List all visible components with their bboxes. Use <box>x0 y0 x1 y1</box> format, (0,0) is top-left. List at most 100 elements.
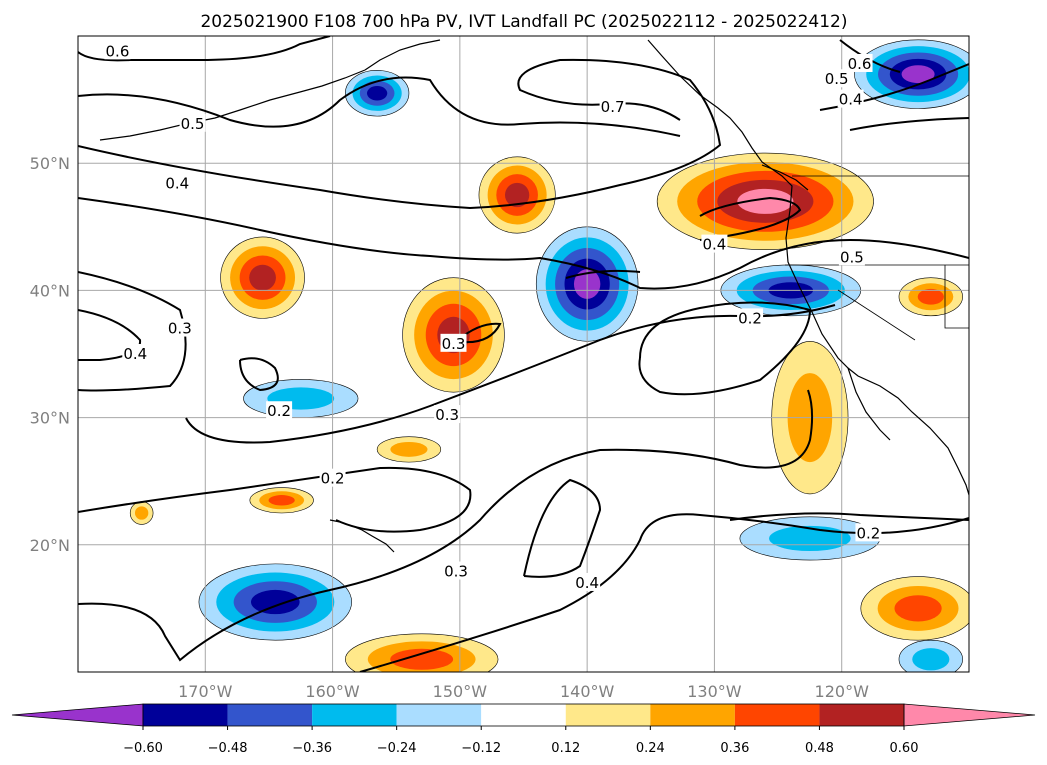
contour-label: 0.5 <box>181 115 205 133</box>
contour-label-background <box>266 401 293 420</box>
contour-label: 0.4 <box>702 236 726 254</box>
x-tick-label: 170°W <box>178 682 233 701</box>
contour-label-layer: 0.60.70.50.40.60.50.40.40.50.20.30.40.30… <box>104 41 882 592</box>
contour-line <box>457 322 502 344</box>
colorbar-tick-label: 0.24 <box>636 741 665 756</box>
y-tick-label: 30°N <box>30 409 70 428</box>
anomaly-fill-ring <box>912 648 950 671</box>
contour-label-background <box>166 318 193 337</box>
contour-label: 0.5 <box>825 70 849 88</box>
contour-line <box>78 271 187 392</box>
chart-title: 2025021900 F108 700 hPa PV, IVT Landfall… <box>200 12 847 32</box>
colorbar-extend-high <box>903 703 1036 727</box>
state-borders <box>785 264 969 341</box>
contour-label-background <box>574 572 601 591</box>
contour-line <box>849 117 969 131</box>
contour-label-background <box>443 561 470 580</box>
colorbar-segment <box>481 704 566 726</box>
x-tick-label: 120°W <box>815 682 870 701</box>
colorbar-segment <box>227 704 313 726</box>
contour-line <box>78 36 331 62</box>
contour-label: 0.4 <box>123 345 147 363</box>
graticule <box>78 36 969 672</box>
anomaly-fill-ring <box>390 441 428 457</box>
colorbar-tick-label: 0.60 <box>890 741 919 756</box>
y-tick-label: 20°N <box>30 536 70 555</box>
contour-label-background <box>440 333 467 352</box>
colorbar-tick-label: 0.48 <box>805 741 834 756</box>
contour-label-background <box>846 53 873 72</box>
x-tick-label: 150°W <box>433 682 488 701</box>
colorbar-tick-label: 0.12 <box>551 741 580 756</box>
vancouver-island <box>761 164 809 191</box>
contour-line <box>78 197 969 290</box>
contour-label: 0.2 <box>738 309 762 327</box>
contour-line <box>78 76 681 137</box>
colorbar-segment <box>565 704 651 726</box>
anomaly-fill-ring <box>134 506 149 520</box>
contour-label: 0.3 <box>168 320 192 338</box>
latitude-axis: 20°N 30°N 40°N 50°N <box>30 154 70 555</box>
contour-line <box>78 58 722 210</box>
contour-line <box>78 466 472 533</box>
anomaly-fill-ring <box>504 182 530 208</box>
colorbar-segment <box>650 704 735 726</box>
contour-label: 0.3 <box>442 335 466 353</box>
contour-label: 0.6 <box>848 55 872 73</box>
contour-label: 0.6 <box>106 42 130 60</box>
anomaly-fill-ring <box>366 85 388 101</box>
contour-label-background <box>164 173 191 192</box>
contour-label: 0.7 <box>601 98 625 116</box>
anomaly-fill-ring <box>917 288 944 305</box>
colorbar-frame <box>142 703 905 727</box>
contour-line <box>729 512 969 521</box>
contour-line <box>819 63 969 111</box>
map-plot-area: 0.60.70.50.40.60.50.40.40.50.20.30.40.30… <box>77 35 970 673</box>
anomaly-fill-ring <box>268 495 295 506</box>
contour-label-background <box>599 97 626 116</box>
contour-label-background <box>104 41 131 60</box>
contour-label-background <box>701 234 728 253</box>
contour-label: 0.5 <box>840 248 864 266</box>
baja-california <box>847 367 891 441</box>
longitude-axis: 170°W 160°W 150°W 140°W 130°W 120°W <box>178 682 869 701</box>
pv-contour-lines <box>78 36 969 672</box>
colorbar-tick-label: −0.48 <box>208 741 248 756</box>
x-tick-label: 130°W <box>687 682 742 701</box>
contour-line <box>239 357 279 392</box>
contour-line <box>78 309 142 361</box>
colorbar-tick-label: −0.60 <box>123 741 163 756</box>
anomaly-fill-ring <box>250 589 300 615</box>
x-tick-label: 140°W <box>560 682 615 701</box>
contour-label: 0.2 <box>321 470 345 488</box>
contour-label-background <box>122 344 149 362</box>
contour-label-background <box>823 69 850 88</box>
contour-line <box>78 389 814 662</box>
contour-label: 0.3 <box>444 563 468 581</box>
contour-label-background <box>837 89 864 108</box>
anomaly-fill-ring <box>390 648 454 670</box>
contour-line <box>359 513 969 672</box>
contour-label: 0.4 <box>575 574 599 592</box>
contour-label: 0.4 <box>839 91 863 109</box>
contour-line <box>638 301 812 396</box>
colorbar-tick-label: −0.24 <box>377 741 417 756</box>
anomaly-fill-ring <box>894 595 942 622</box>
political-borders <box>785 175 969 341</box>
contour-label: 0.2 <box>267 402 291 420</box>
colorbar-tick-label: −0.36 <box>292 741 332 756</box>
x-tick-label: 160°W <box>305 682 360 701</box>
contour-label-background <box>737 308 764 327</box>
anomaly-fill-ring <box>249 264 276 291</box>
colorbar-segment <box>396 704 482 726</box>
map-frame <box>77 35 970 673</box>
contour-label: 0.4 <box>165 175 189 193</box>
colorbar: −0.60 −0.48 −0.36 −0.24 −0.12 0.12 0.24 0.36 0.4… <box>11 703 1036 756</box>
colorbar-extend-low <box>11 703 144 727</box>
anomaly-fill-ring <box>737 188 794 214</box>
contour-line <box>523 478 602 578</box>
north-america-coastline <box>647 39 969 496</box>
colorbar-segment <box>734 704 820 726</box>
colorbar-segment <box>312 704 397 726</box>
